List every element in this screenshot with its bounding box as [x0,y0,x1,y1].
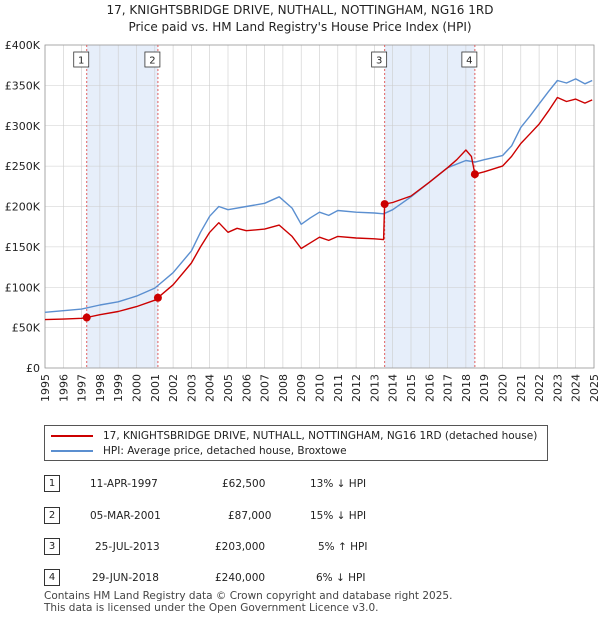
y-axis: £0 £50K £100K £150K £200K £250K £300K £350K £400… [5,39,41,375]
y-tick-label: £300K [5,120,41,133]
chart-title: 17, KNIGHTSBRIDGE DRIVE, NUTHALL, NOTTIN… [106,3,494,17]
legend-property-swatch [51,435,93,437]
y-tick-label: £150K [5,241,41,254]
x-tick-label: 2002 [167,374,180,402]
plot-frame [44,44,595,369]
x-tick-label: 1998 [94,374,107,402]
legend-property-label: 17, KNIGHTSBRIDGE DRIVE, NUTHALL, NOTTIN… [103,430,538,442]
sale-row: 2 05-MAR-2001 £87,000 15% ↓ HPI [44,507,444,525]
x-tick-label: 2015 [405,374,418,402]
sale-row: 3 25-JUL-2013 £203,000 5% ↑ HPI [44,538,444,556]
sale-number: 2 [44,507,60,524]
legend-hpi-swatch [51,450,93,452]
x-tick-label: 1999 [112,374,125,402]
y-tick-label: £100K [5,281,41,294]
x-tick-label: 2004 [204,374,217,402]
x-tick-label: 1995 [39,374,52,402]
x-tick-label: 2014 [387,374,400,402]
y-tick-label: £250K [5,160,41,173]
sale-label-box [73,51,90,68]
sale-label-box [144,51,161,68]
x-tick-label: 2019 [478,374,491,402]
sale-point [470,170,479,179]
sale-date: 25-JUL-2013 [95,541,160,553]
sale-date: 29-JUN-2018 [92,572,159,584]
sale-price: £87,000 [228,510,272,522]
x-tick-label: 2005 [222,374,235,402]
x-tick-label: 2007 [259,374,272,402]
x-tick-label: 2008 [277,374,290,402]
legend: 17, KNIGHTSBRIDGE DRIVE, NUTHALL, NOTTIN… [44,425,548,461]
x-tick-label: 2009 [295,374,308,402]
x-tick-label: 2020 [497,374,510,402]
sale-label: 4 [466,56,472,67]
y-tick-label: £200K [5,201,41,214]
sale-price: £240,000 [215,572,266,584]
sale-number: 3 [44,538,60,555]
sale-labels: 1 2 3 4 [73,51,478,68]
y-tick-label: £350K [5,79,41,92]
sale-point [153,293,162,302]
sale-number: 4 [44,569,60,586]
x-tick-label: 2024 [570,374,583,402]
sale-number: 1 [44,475,60,492]
y-tick-label: £400K [5,39,41,52]
x-tick-label: 2022 [533,374,546,402]
x-tick-label: 2012 [350,374,363,402]
sale-row: 4 29-JUN-2018 £240,000 6% ↓ HPI [44,569,444,587]
sale-point [82,313,91,322]
x-tick-label: 2000 [131,374,144,402]
sale-label-box [461,51,478,68]
price-chart: 1 2 3 4 £0 £50K £100K £150K £200K £250K £300K £350… [5,39,600,402]
sale-hpi: 13% ↓ HPI [310,478,367,490]
y-tick-label: £50K [12,322,41,335]
sale-date: 05-MAR-2001 [90,510,161,522]
x-tick-label: 2006 [240,374,253,402]
x-tick-label: 2016 [423,374,436,402]
grid [44,44,595,369]
x-tick-label: 2011 [332,374,345,402]
sale-price: £203,000 [215,541,266,553]
sale-hpi: 6% ↓ HPI [316,572,366,584]
x-tick-label: 1997 [76,374,89,402]
x-tick-label: 2013 [368,374,381,402]
legend-property: 17, KNIGHTSBRIDGE DRIVE, NUTHALL, NOTTIN… [51,429,537,443]
sale-hpi: 15% ↓ HPI [310,510,367,522]
footer-copyright: Contains HM Land Registry data © Crown c… [44,590,453,602]
x-tick-label: 1996 [57,374,70,402]
sale-row: 1 11-APR-1997 £62,500 13% ↓ HPI [44,475,444,493]
sale-label: 3 [376,56,382,67]
hpi-line [44,78,593,313]
footer-licence: This data is licensed under the Open Gov… [44,602,379,614]
x-tick-label: 2010 [314,374,327,402]
x-tick-label: 2001 [149,374,162,402]
legend-hpi: HPI: Average price, detached house, Brox… [51,444,347,458]
x-tick-label: 2025 [588,374,600,402]
sale-label: 2 [149,56,155,67]
x-tick-label: 2003 [185,374,198,402]
sale-points [82,170,479,322]
sale-hpi: 5% ↑ HPI [318,541,368,553]
y-tick-label: £0 [26,362,40,375]
footer: Contains HM Land Registry data © Crown c… [44,590,452,614]
x-tick-label: 2021 [515,374,528,402]
sale-date: 11-APR-1997 [90,478,158,490]
x-axis: 1995 1996 1997 1998 1999 2000 2001 2002 2003 2004… [39,374,600,402]
sale-label: 1 [78,56,84,67]
x-tick-label: 2018 [460,374,473,402]
sale-point [380,200,389,209]
sale-price: £62,500 [222,478,266,490]
legend-hpi-label: HPI: Average price, detached house, Brox… [103,445,347,457]
chart-subtitle: Price paid vs. HM Land Registry's House … [128,20,472,34]
x-tick-label: 2017 [442,374,455,402]
sale-label-box [371,51,388,68]
x-tick-label: 2023 [551,374,564,402]
